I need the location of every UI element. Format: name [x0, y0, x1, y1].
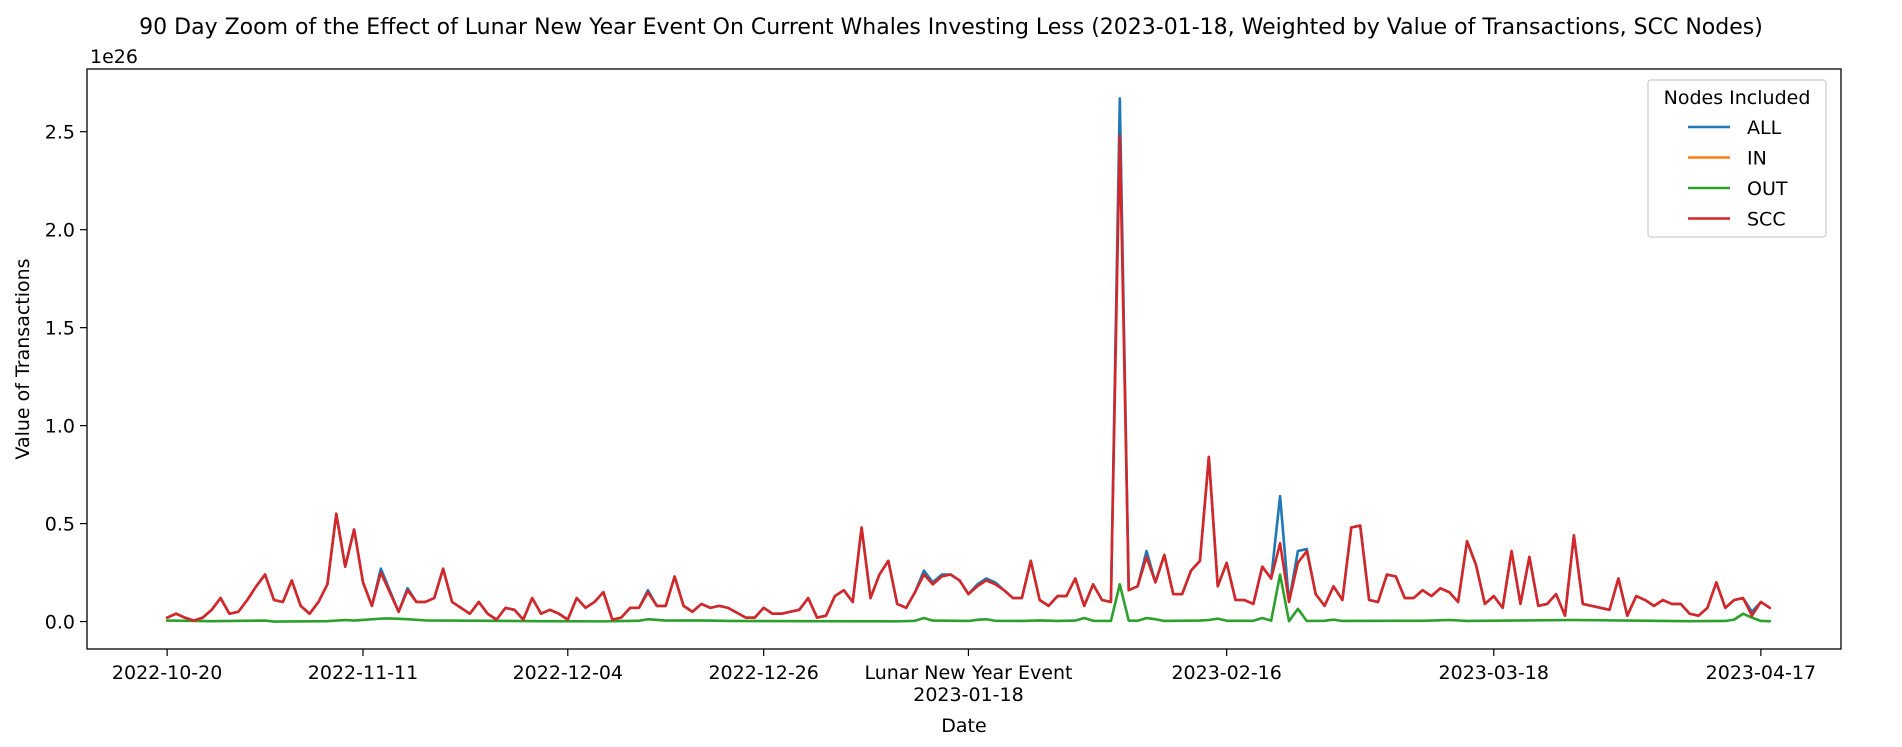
- y-tick-label: 0.5: [45, 514, 75, 536]
- y-tick-label: 1.5: [45, 318, 75, 340]
- legend-label-scc: SCC: [1747, 209, 1786, 231]
- x-tick-label: 2022-12-04: [513, 662, 623, 684]
- event-annotation-label: Lunar New Year Event: [864, 662, 1072, 684]
- x-tick-label: 2022-11-11: [308, 662, 418, 684]
- y-tick-label: 2.5: [45, 122, 75, 144]
- x-tick-label: 2023-01-18: [913, 684, 1023, 706]
- y-axis-multiplier-label: 1e26: [90, 46, 138, 68]
- x-axis: 2022-10-20 2022-11-11 2022-12-04 2022-12-26…: [112, 649, 1816, 706]
- series-line-out: [165, 573, 1772, 623]
- legend-items: ALL IN OUT SCC: [1688, 117, 1788, 231]
- legend-title: Nodes Included: [1664, 87, 1811, 109]
- y-tick-label: 2.0: [45, 220, 75, 242]
- y-tick-label: 0.0: [45, 612, 75, 634]
- series-layer: [165, 97, 1772, 623]
- legend-label-all: ALL: [1747, 117, 1782, 139]
- legend-label-out: OUT: [1747, 178, 1788, 200]
- y-axis-label: Value of Transactions: [12, 258, 34, 459]
- x-tick-label: 2023-02-16: [1171, 662, 1281, 684]
- series-line-scc: [165, 134, 1772, 622]
- x-tick-label: 2022-10-20: [112, 662, 222, 684]
- x-tick-label: 2022-12-26: [708, 662, 818, 684]
- y-axis: 0.0 0.5 1.0 1.5 2.0 2.5: [45, 122, 87, 634]
- legend: Nodes Included ALL IN OUT SCC: [1647, 79, 1827, 238]
- series-line-all: [165, 97, 1772, 622]
- legend-label-in: IN: [1747, 148, 1767, 170]
- x-tick-label: 2023-04-17: [1706, 662, 1816, 684]
- chart-title: 90 Day Zoom of the Effect of Lunar New Y…: [139, 15, 1763, 40]
- y-tick-label: 1.0: [45, 416, 75, 438]
- x-axis-label: Date: [941, 715, 986, 737]
- plot-area-frame: [86, 68, 1842, 650]
- legend-box: [1647, 79, 1827, 238]
- x-tick-label: 2023-03-18: [1439, 662, 1549, 684]
